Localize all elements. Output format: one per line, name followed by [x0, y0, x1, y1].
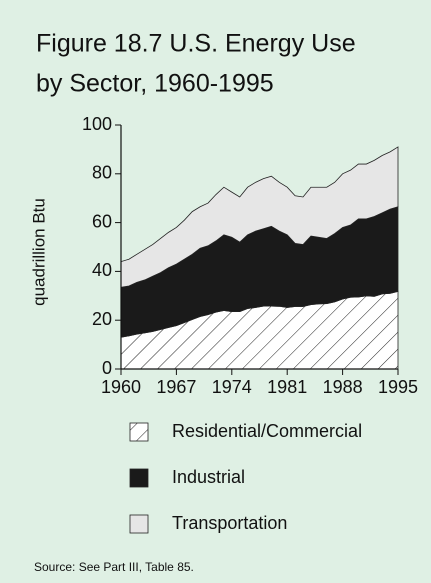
y-tick-label: 0 [102, 358, 112, 378]
y-tick-label: 60 [92, 211, 112, 231]
area [120, 146, 399, 288]
x-tick-label: 1981 [267, 377, 307, 397]
legend-label: Residential/Commercial [172, 421, 362, 441]
source: Source: See Part III, Table 85. [34, 560, 194, 574]
y-axis-label: quadrillion Btu [29, 198, 48, 306]
legend-swatch [129, 468, 149, 488]
x-tick-label: 1995 [378, 377, 418, 397]
y-tick-label: 100 [82, 114, 112, 134]
legend-label: Industrial [172, 467, 245, 487]
legend-swatch [129, 514, 149, 534]
chart-title: Figure 18.7 U.S. Energy Use [36, 30, 356, 58]
x-tick-label: 1960 [101, 377, 141, 397]
legend-swatch [129, 422, 149, 442]
y-tick-label: 40 [92, 260, 112, 280]
x-tick-label: 1974 [212, 377, 252, 397]
y-tick-label: 20 [92, 309, 112, 329]
chart-subtitle: by Sector, 1960-1995 [36, 70, 274, 98]
x-tick-label: 1967 [156, 377, 196, 397]
legend-label: Transportation [172, 513, 287, 533]
y-tick-label: 80 [92, 163, 112, 183]
x-tick-label: 1988 [323, 377, 363, 397]
